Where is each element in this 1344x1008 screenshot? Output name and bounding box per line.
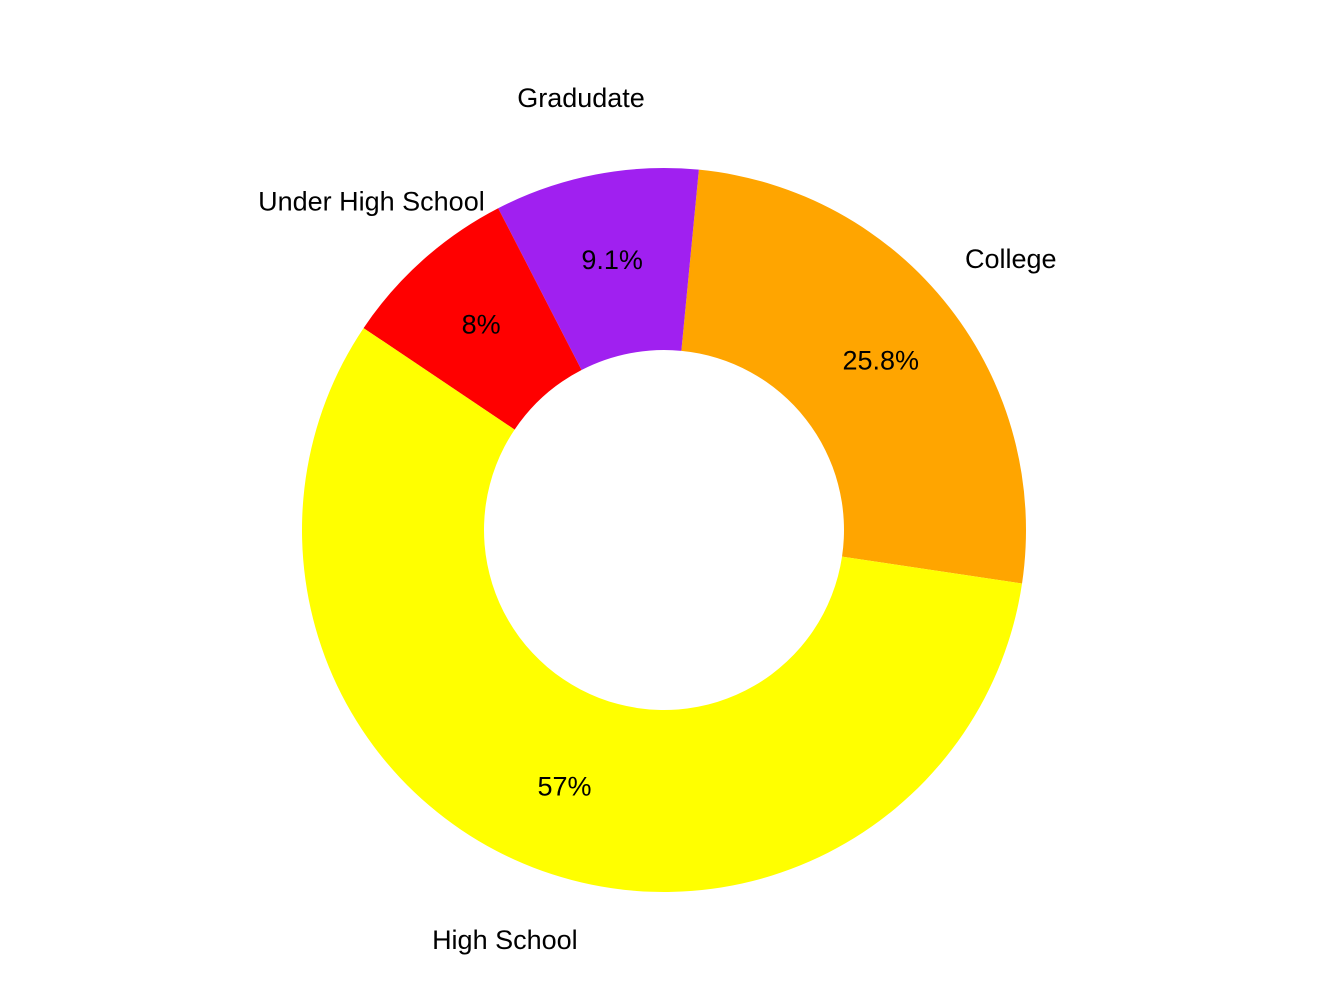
slice-college bbox=[681, 169, 1026, 584]
percent-label: 57% bbox=[538, 771, 592, 801]
category-label: College bbox=[965, 244, 1057, 274]
category-labels: College Gradudate Under High School High Sc… bbox=[258, 83, 1056, 955]
category-label: Gradudate bbox=[517, 83, 645, 113]
percent-labels: 25.8% 9.1% 8% 57% bbox=[462, 245, 919, 801]
slice-gradudate bbox=[498, 168, 699, 370]
slice-high-school bbox=[302, 328, 1023, 892]
donut-slices bbox=[302, 168, 1026, 892]
category-label: Under High School bbox=[258, 186, 485, 216]
percent-label: 9.1% bbox=[581, 245, 643, 275]
percent-label: 8% bbox=[462, 310, 501, 340]
percent-label: 25.8% bbox=[842, 346, 919, 376]
category-label: High School bbox=[432, 925, 578, 955]
slice-under-high-school bbox=[363, 208, 582, 430]
